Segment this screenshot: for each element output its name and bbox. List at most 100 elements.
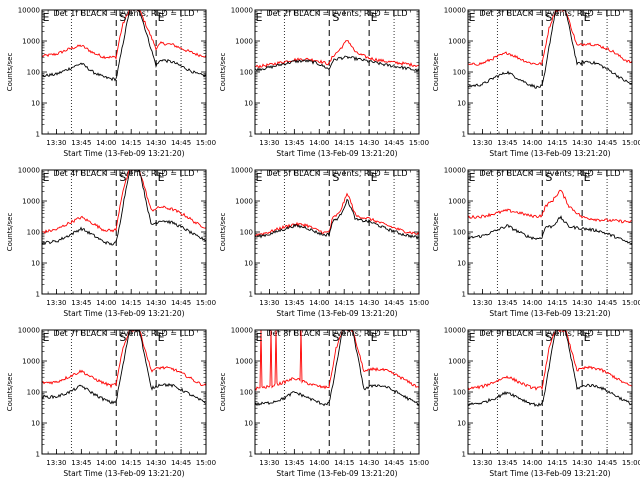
y-tick-label: 10 <box>244 260 253 268</box>
y-axis-label: Counts/sec <box>432 373 440 412</box>
x-tick-label: 13:45 <box>71 139 91 147</box>
x-tick-label: 14:00 <box>96 459 116 467</box>
y-tick-label: 10000 <box>18 167 40 175</box>
marker-s-label: S <box>332 171 339 184</box>
x-tick-label: 14:30 <box>146 139 166 147</box>
x-tick-label: 14:00 <box>96 139 116 147</box>
x-axis-label: Start Time (13-Feb-09 13:21:20) <box>276 309 397 318</box>
x-tick-label: 14:45 <box>384 459 404 467</box>
curves <box>468 189 632 246</box>
x-tick-label: 14:15 <box>547 299 567 307</box>
y-tick-label: 1 <box>462 451 466 459</box>
panel-det-5: Det 5f BLACK = Events, RED = LLD Counts/s… <box>219 167 429 319</box>
x-tick-label: 15:00 <box>196 459 216 467</box>
events-series-line <box>42 10 206 82</box>
x-tick-label: 13:45 <box>284 299 304 307</box>
y-axis-label: Counts/sec <box>432 53 440 92</box>
y-tick-label: 100 <box>453 389 466 397</box>
y-tick-label: 100 <box>240 229 253 237</box>
x-tick-label: 14:15 <box>547 459 567 467</box>
marker-e-label: E <box>42 331 49 344</box>
x-tick-label: 15:00 <box>622 459 640 467</box>
y-tick-label: 100 <box>27 389 40 397</box>
x-tick-label: 13:30 <box>472 299 492 307</box>
x-tick-label: 13:45 <box>497 459 517 467</box>
marker-s-label: S <box>545 171 552 184</box>
x-tick-label: 13:45 <box>497 299 517 307</box>
y-tick-label: 10 <box>31 100 40 108</box>
y-tick-label: 10 <box>244 420 253 428</box>
curves <box>255 330 419 407</box>
marker-e-label: E <box>468 11 475 24</box>
x-tick-label: 15:00 <box>196 139 216 147</box>
y-tick-label: 1000 <box>235 38 253 46</box>
events-series-line <box>255 55 419 73</box>
y-axis-label: Counts/sec <box>6 213 14 252</box>
panel-title: Det 1f BLACK = Events, RED = LLD <box>53 9 194 18</box>
y-tick-label: 100 <box>453 69 466 77</box>
y-tick-label: 100 <box>240 389 253 397</box>
x-tick-label: 15:00 <box>622 139 640 147</box>
curves <box>42 10 206 82</box>
x-axis-label: Start Time (13-Feb-09 13:21:20) <box>276 469 397 478</box>
x-tick-label: 13:30 <box>472 139 492 147</box>
marker-e-label: E <box>42 171 49 184</box>
x-tick-label: 14:30 <box>146 459 166 467</box>
plot-frame <box>467 329 633 455</box>
x-tick-label: 14:30 <box>359 459 379 467</box>
x-tick-label: 14:45 <box>171 459 191 467</box>
y-tick-label: 10 <box>457 420 466 428</box>
x-tick-label: 14:45 <box>597 139 617 147</box>
x-tick-label: 15:00 <box>622 299 640 307</box>
plot-frame <box>254 329 420 455</box>
x-tick-label: 14:45 <box>171 299 191 307</box>
curves <box>468 10 632 89</box>
marker-e-label: E <box>584 331 591 344</box>
marker-s-label: S <box>119 171 126 184</box>
x-tick-label: 13:45 <box>71 299 91 307</box>
y-tick-label: 10000 <box>231 167 253 175</box>
y-tick-label: 10000 <box>444 167 466 175</box>
marker-s-label: S <box>545 331 552 344</box>
plot-frame <box>41 329 207 455</box>
curves <box>255 39 419 73</box>
y-axis-label: Counts/sec <box>432 213 440 252</box>
x-axis-label: Start Time (13-Feb-09 13:21:20) <box>276 149 397 158</box>
x-axis-label: Start Time (13-Feb-09 13:21:20) <box>63 149 184 158</box>
marker-e-label: E <box>158 331 165 344</box>
panel-title: Det 8f BLACK = Events, RED = LLD <box>266 329 407 338</box>
marker-e-label: E <box>468 331 475 344</box>
y-tick-label: 1 <box>462 131 466 139</box>
lld-series-line <box>42 10 206 61</box>
x-tick-label: 14:00 <box>96 299 116 307</box>
plot-frame <box>467 9 633 135</box>
x-tick-label: 15:00 <box>196 299 216 307</box>
panel-title: Det 5f BLACK = Events, RED = LLD <box>266 169 407 178</box>
events-series-line <box>468 330 632 407</box>
y-axis-label: Counts/sec <box>219 373 227 412</box>
marker-e-label: E <box>42 11 49 24</box>
x-tick-label: 14:45 <box>597 299 617 307</box>
plot-frame <box>41 169 207 295</box>
panel-det-2: Det 2f BLACK = Events, RED = LLD Counts/s… <box>219 7 429 159</box>
y-tick-label: 10000 <box>18 7 40 15</box>
x-tick-label: 14:30 <box>572 459 592 467</box>
lld-series-line <box>468 189 632 224</box>
y-axis-label: Counts/sec <box>6 373 14 412</box>
events-series-line <box>255 198 419 240</box>
y-tick-label: 1 <box>462 291 466 299</box>
x-tick-label: 13:45 <box>497 139 517 147</box>
plot-frame <box>41 9 207 135</box>
y-tick-label: 10 <box>31 260 40 268</box>
x-tick-label: 14:45 <box>171 139 191 147</box>
x-tick-label: 15:00 <box>409 459 429 467</box>
marker-e-label: E <box>584 171 591 184</box>
y-tick-label: 100 <box>453 229 466 237</box>
panel-det-3: Det 3f BLACK = Events, RED = LLD Counts/s… <box>432 7 640 159</box>
x-tick-label: 14:15 <box>334 459 354 467</box>
x-tick-label: 14:30 <box>359 139 379 147</box>
x-tick-label: 14:30 <box>572 299 592 307</box>
x-tick-label: 13:30 <box>46 459 66 467</box>
x-tick-label: 13:30 <box>259 459 279 467</box>
y-tick-label: 1 <box>36 291 40 299</box>
